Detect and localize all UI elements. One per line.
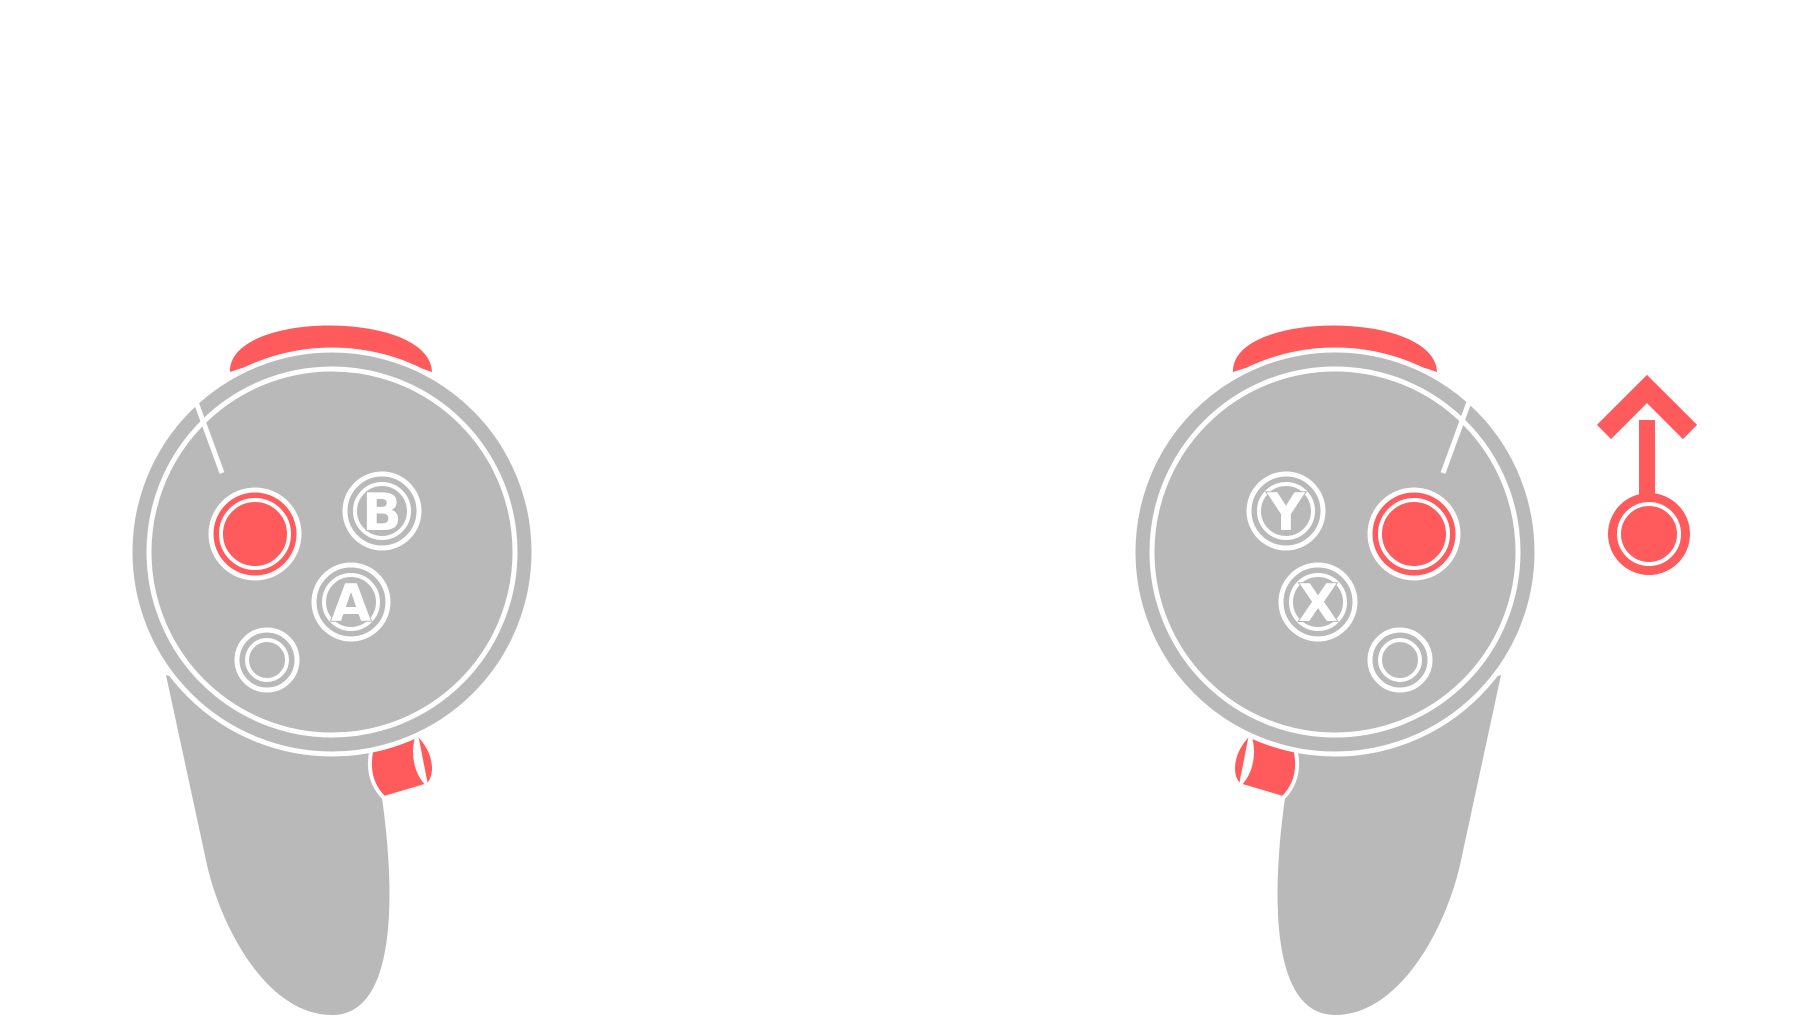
thumbstick-push-up-icon <box>1596 374 1698 575</box>
button-y-inner-ring <box>1257 482 1315 540</box>
button-a-label: A <box>331 574 371 634</box>
right-grip-button-edge <box>416 732 436 787</box>
left-ring-seam <box>1440 401 1472 474</box>
left-grip-button-edge <box>1231 732 1251 787</box>
left-handle <box>1277 675 1501 1015</box>
left-controller: Y X <box>1130 325 1540 1015</box>
right-thumbstick-cap <box>229 508 281 560</box>
left-thumbstick-cap <box>1388 508 1440 560</box>
thumbstick-symbol-ring <box>1617 502 1681 566</box>
button-y-label: Y <box>1266 483 1306 543</box>
right-menu-button-inner <box>245 638 289 682</box>
right-ring-seam <box>193 401 225 474</box>
right-controller: B A <box>127 325 537 1015</box>
button-a-inner-ring <box>322 573 380 631</box>
right-handle <box>166 675 390 1015</box>
button-b-label: B <box>362 483 402 543</box>
left-menu-button-inner <box>1378 638 1422 682</box>
button-x-label: X <box>1298 574 1338 634</box>
button-b-inner-ring <box>353 482 411 540</box>
button-x-inner-ring <box>1289 573 1347 631</box>
arrow-chevron-up-icon <box>1596 374 1698 440</box>
arrow-shaft <box>1639 420 1655 500</box>
